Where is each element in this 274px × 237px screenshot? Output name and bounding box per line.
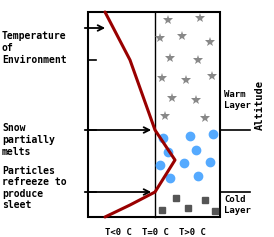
Text: T=0 C: T=0 C <box>142 228 169 237</box>
Text: Cold
Layer: Cold Layer <box>224 195 251 215</box>
Text: T<0 C: T<0 C <box>105 228 132 237</box>
Text: Snow
partially
melts: Snow partially melts <box>2 123 55 157</box>
Text: Warm
Layer: Warm Layer <box>224 90 251 110</box>
Text: T>0 C: T>0 C <box>179 228 206 237</box>
Text: Altitude: Altitude <box>255 80 265 130</box>
Text: Particles
refreeze to
produce
sleet: Particles refreeze to produce sleet <box>2 166 67 210</box>
Text: Temperature
of
Environment: Temperature of Environment <box>2 31 67 65</box>
Bar <box>88 12 220 217</box>
